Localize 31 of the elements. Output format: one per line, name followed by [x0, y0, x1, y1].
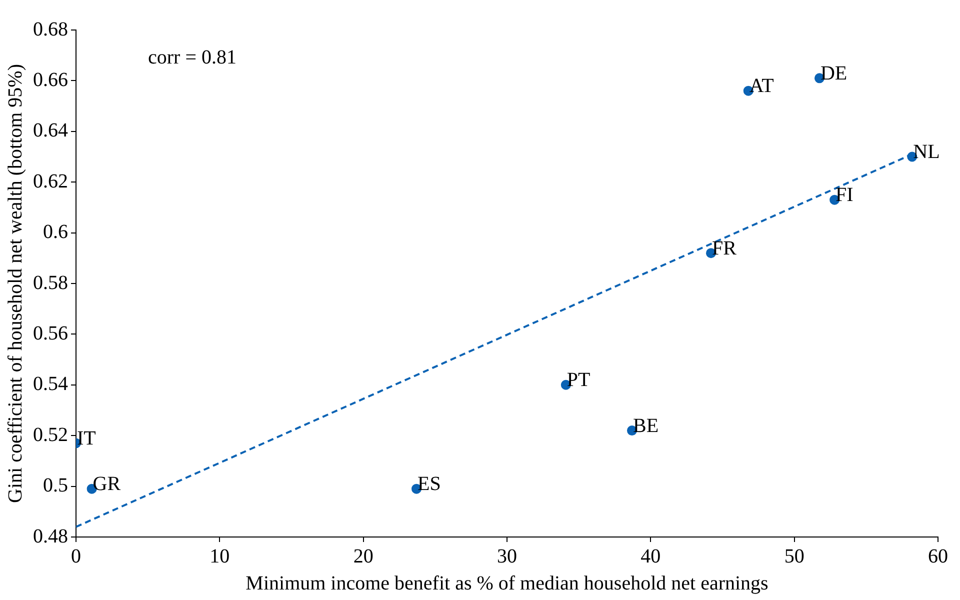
y-tick-label: 0.66: [33, 68, 68, 91]
x-tick-label: 50: [784, 545, 804, 568]
annotation: ES: [417, 473, 441, 496]
annotation: FI: [836, 184, 854, 206]
annotation: GR: [92, 473, 122, 496]
annotation: BE: [632, 414, 659, 437]
y-tick-label: 0.64: [33, 120, 68, 142]
y-tick-label: 0.52: [33, 424, 68, 446]
x-tick-label: 30: [497, 545, 517, 568]
x-axis-title: Minimum income benefit as % of median household net earnings: [246, 572, 769, 594]
annotation: DE: [820, 62, 848, 84]
x-tick-label: 10: [210, 545, 230, 568]
y-tick-label: 0.58: [33, 272, 68, 294]
y-tick-label: 0.48: [33, 525, 68, 548]
y-tick-label: 0.62: [33, 170, 68, 192]
y-tick-label: 0.5: [43, 474, 68, 497]
y-tick-label: 0.54: [33, 373, 68, 396]
annotation: IT: [77, 427, 96, 450]
y-tick-label: 0.6: [43, 221, 68, 244]
y-axis-title: Gini coefficient of household net wealth (bottom 95%): [4, 64, 26, 503]
y-tick-label: 0.68: [33, 18, 68, 40]
x-tick-label: 60: [928, 545, 948, 568]
annotation: FR: [712, 237, 738, 260]
annotation: corr = 0.81: [148, 46, 236, 68]
annotation: AT: [749, 75, 774, 98]
x-tick-label: 40: [640, 545, 661, 568]
y-tick-label: 0.56: [33, 322, 68, 344]
annotation: NL: [913, 141, 940, 163]
x-tick-label: 0: [71, 545, 81, 568]
x-tick-label: 20: [353, 545, 374, 568]
annotation: PT: [566, 369, 590, 392]
